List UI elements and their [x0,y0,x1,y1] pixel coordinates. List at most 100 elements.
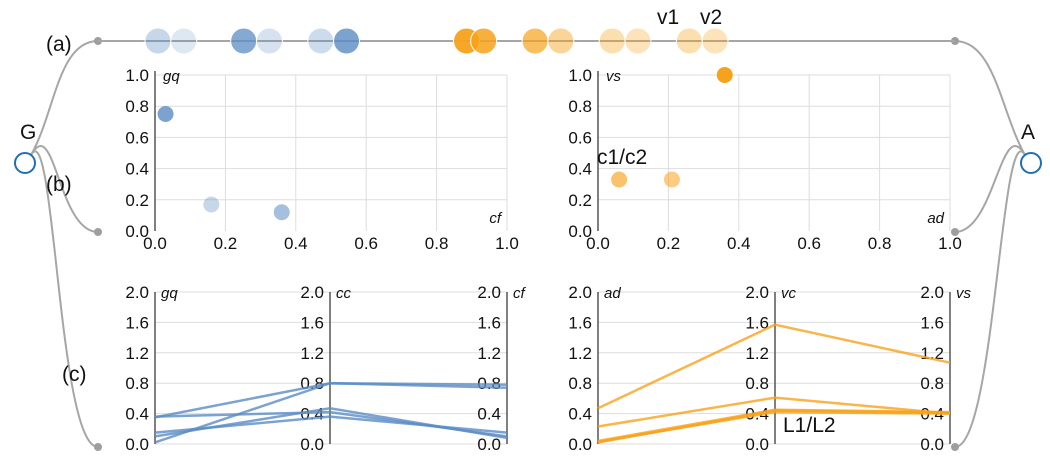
pcp-line-3-4 [154,407,508,440]
node-g-ring[interactable] [14,152,36,174]
y-tick-2-2: 0.4 [568,160,592,179]
scatter-point-2-1 [611,171,628,188]
pcp-tick-3-0-2: 0.8 [125,374,149,393]
node-g-label: G [20,121,36,144]
strip-point-0-1 [170,27,198,55]
connector-left-1 [30,145,99,233]
pcp-line-4-4 [597,409,951,444]
pcp-line-4-3 [597,410,951,443]
strip-point-1-5 [624,27,652,55]
y-axis-name-1: gq [163,68,180,85]
y-tick-2-4: 0.8 [568,97,592,116]
row-c-label: (c) [62,363,87,386]
x-tick-2-3: 0.6 [797,234,821,253]
strip-point-0-0 [144,27,172,55]
pcp-line-4-1 [597,396,951,428]
y-tick-1-0: 0.0 [125,222,149,241]
strip-chart-a [144,27,729,55]
connector-left-0 [30,40,99,156]
scatter-point-2-2 [663,171,680,188]
pcp-tick-4-2-4: 1.6 [920,313,944,332]
pcp-tick-3-1-1: 0.4 [300,405,324,424]
connector-right-2 [954,150,1026,448]
row-a-label: (a) [46,33,72,56]
strip-point-1-1 [470,27,498,55]
pcp-tick-4-0-1: 0.4 [568,405,592,424]
pcp-tick-3-2-1: 0.4 [477,405,501,424]
pcp-tick-3-0-3: 1.2 [125,344,149,363]
pcp-tick-4-0-3: 1.2 [568,344,592,363]
strip-point-1-3 [547,27,575,55]
y-tick-1-3: 0.6 [125,128,149,147]
connector-dot-left-1 [94,228,102,236]
y-tick-2-3: 0.6 [568,128,592,147]
x-tick-2-5: 1.0 [938,234,962,253]
y-tick-1-4: 0.8 [125,97,149,116]
pcp-axis-name-3-0: gq [161,285,178,302]
pcp-tick-3-0-5: 2.0 [125,283,149,302]
pcp-tick-4-1-3: 1.2 [745,344,769,363]
scatter-point-1-0 [157,106,174,122]
connector-dot-right-2 [951,443,959,451]
node-a-ring[interactable] [1020,152,1042,174]
pcp-axis-name-4-1: vc [781,285,797,302]
x-tick-1-3: 0.6 [354,234,378,253]
x-tick-2-2: 0.4 [727,234,751,253]
scatter-point-2-0 [716,67,733,83]
pcp-tick-4-1-0: 0.0 [745,435,769,454]
y-tick-2-1: 0.2 [568,191,592,210]
strip-point-1-6 [675,27,703,55]
pcp-tick-3-1-5: 2.0 [300,283,324,302]
pcp-tick-4-2-0: 0.0 [920,435,944,454]
pcp-tick-4-1-2: 0.8 [745,374,769,393]
pcp-tick-3-0-0: 0.0 [125,435,149,454]
pcp-axis-name-3-2: cf [513,285,527,302]
pcp-tick-4-0-4: 1.6 [568,313,592,332]
pcp-tick-3-2-3: 1.2 [477,344,501,363]
connector-right-1 [954,145,1026,233]
y-axis-name-2: vs [606,68,622,85]
annotation-v1: v1 [657,6,679,29]
pcp-line-3-3 [154,381,508,419]
strip-point-0-5 [333,27,361,55]
pcp-tick-3-0-1: 0.4 [125,405,149,424]
connector-right-0 [954,40,1026,156]
y-tick-1-5: 1.0 [125,66,149,85]
y-tick-2-0: 0.0 [568,222,592,241]
pcp-tick-3-2-4: 1.6 [477,313,501,332]
pcp-tick-4-2-2: 0.8 [920,374,944,393]
x-tick-2-1: 0.2 [657,234,681,253]
x-tick-1-4: 0.8 [425,234,449,253]
pcp-axis-name-4-0: ad [604,285,621,302]
pcp-tick-4-0-0: 0.0 [568,435,592,454]
pcp-tick-3-2-0: 0.0 [477,435,501,454]
pcp-axis-name-4-2: vs [956,285,972,302]
x-tick-2-4: 0.8 [868,234,892,253]
y-tick-1-2: 0.4 [125,160,149,179]
x-axis-name-1: cf [489,210,503,227]
pcp-line-4-0 [597,323,951,410]
annotation-v2: v2 [700,6,722,29]
pcp-tick-3-1-3: 1.2 [300,344,324,363]
scatter-point-1-2 [273,204,290,221]
x-tick-1-0: 0.0 [143,234,167,253]
y-tick-2-5: 1.0 [568,66,592,85]
pcp-line-4-2 [597,408,951,443]
scatter-point-1-1 [203,196,220,213]
strip-point-0-3 [255,27,283,55]
pcp-tick-4-1-4: 1.6 [745,313,769,332]
parallel-coords-c: gq 0.0 0.4 0.8 1.2 1.6 2.0 cc 0.0 0.4 0.8 1.2 1.6 2.0… [125,283,971,454]
pcp-tick-4-1-5: 2.0 [745,283,769,302]
scatter-charts-b: 0.0 0.2 0.4 0.6 0.8 1.0 0.0 0.2 0.4 0.6 0.8 1.0 gq cf… [125,66,961,253]
pcp-tick-4-0-2: 0.8 [568,374,592,393]
x-tick-1-2: 0.4 [284,234,308,253]
strip-point-1-4 [598,27,626,55]
pcp-tick-3-0-4: 1.6 [125,313,149,332]
strip-point-1-2 [521,27,549,55]
pcp-tick-3-1-0: 0.0 [300,435,324,454]
pcp-tick-4-2-5: 2.0 [920,283,944,302]
connector-dot-right-1 [951,228,959,236]
pcp-tick-3-1-4: 1.6 [300,313,324,332]
x-axis-name-2: ad [927,210,944,227]
